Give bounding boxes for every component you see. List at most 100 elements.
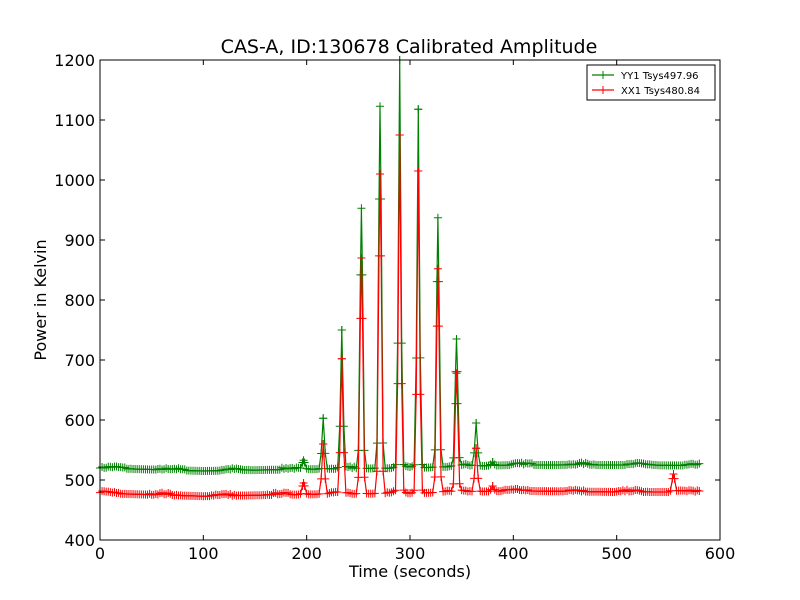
data-point-marker [337,354,346,363]
data-point-marker [110,488,119,497]
data-point-marker [447,487,456,496]
data-point-marker [155,464,164,473]
data-point-marker [410,486,419,495]
data-point-marker [693,460,702,469]
data-point-marker [468,487,476,496]
y-tick-label: 800 [64,291,95,310]
y-tick-label: 1100 [54,111,95,130]
data-point-marker [395,131,404,139]
chart-title: CAS-A, ID:130678 Calibrated Amplitude [221,36,598,58]
x-tick-label: 100 [188,544,219,563]
data-point-marker [434,277,443,286]
data-point-marker [490,485,499,494]
data-point-marker [302,464,311,473]
data-point-marker [162,464,171,473]
x-tick-label: 500 [601,544,632,563]
legend-label: YY1 Tsys497.96 [620,71,699,82]
data-point-marker [452,335,461,343]
data-point-marker [453,399,462,408]
data-point-marker [433,213,442,222]
data-point-marker [174,464,183,473]
data-point-marker [112,462,121,471]
data-point-marker [397,379,406,388]
data-point-marker [377,251,386,260]
data-point-marker [678,461,687,470]
series-layer [96,56,704,501]
data-point-marker [275,465,284,474]
data-point-marker [284,488,293,497]
data-point-marker [453,367,462,376]
data-point-marker [331,464,340,473]
data-point-marker [271,488,280,497]
data-point-marker [226,490,235,499]
data-point-marker [484,487,493,496]
data-point-marker [387,488,396,497]
legend-swatch-marker [599,86,607,94]
data-point-marker [294,490,303,499]
y-tick-label: 700 [64,351,95,370]
data-point-marker [452,369,461,378]
y-tick-label: 1200 [54,51,95,70]
data-point-marker [484,461,493,470]
data-point-marker [333,488,342,497]
data-point-marker [490,460,499,469]
data-point-marker [461,486,470,495]
data-point-marker [633,486,642,495]
data-point-marker [695,459,704,468]
data-point-marker [337,326,346,334]
data-point-marker [496,487,505,496]
data-point-marker [319,414,328,423]
data-point-marker [433,264,442,273]
data-point-marker [389,487,398,496]
data-point-marker [455,479,464,488]
y-tick-label: 400 [64,531,95,550]
data-point-marker [151,490,160,499]
data-point-marker [629,460,638,469]
data-point-marker [315,489,324,498]
data-point-marker [406,463,414,472]
data-point-marker [472,444,481,453]
data-point-marker [166,489,175,498]
data-point-marker [319,440,328,448]
data-point-marker [620,461,629,470]
x-tick-label: 600 [705,544,736,563]
data-point-marker [296,463,305,472]
data-point-marker [406,489,414,498]
data-point-marker [346,489,355,498]
data-point-marker [120,463,129,472]
data-point-marker [583,459,592,468]
data-point-marker [637,487,646,496]
data-point-marker [579,486,588,495]
y-tick-label: 500 [64,471,95,490]
data-point-marker [664,487,673,496]
data-point-marker [461,460,470,469]
data-point-marker [639,459,648,468]
data-point-marker [693,486,702,495]
data-point-marker [232,464,241,473]
data-point-marker [333,463,342,472]
data-point-marker [414,167,423,175]
data-point-marker [300,458,309,467]
data-point-marker [164,489,173,498]
y-axis-label: Power in Kelvin [31,239,50,360]
data-point-marker [428,488,437,497]
plot-background [100,60,720,540]
data-point-marker [339,448,348,457]
data-point-marker [360,473,369,482]
data-point-marker [635,486,644,495]
data-point-marker [455,453,464,462]
data-point-marker [215,490,224,499]
data-point-marker [300,481,309,490]
data-point-marker [379,467,388,476]
data-point-marker [691,487,700,496]
plot-area: 0 100 200 300 400 500 600 400 500 600 700 800 900 100… [54,51,735,563]
data-point-marker [670,474,679,483]
data-point-marker [695,486,704,495]
data-point-marker [376,102,385,111]
data-point-marker [290,464,299,473]
y-tick-label: 1000 [54,171,95,190]
legend-swatch-marker [599,71,607,79]
data-point-marker [277,489,286,498]
data-point-marker [387,464,396,473]
data-point-marker [472,419,481,427]
